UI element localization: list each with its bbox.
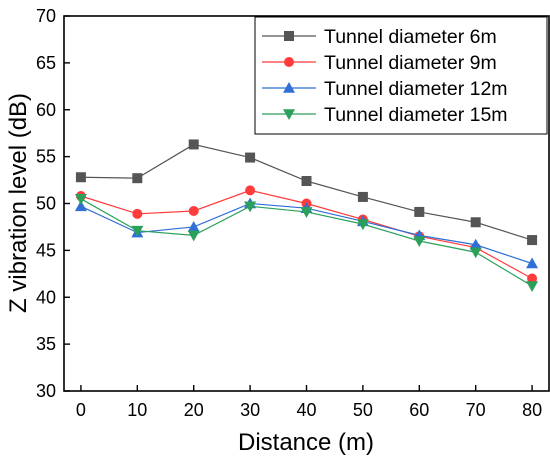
data-point (526, 281, 539, 292)
y-tick-label: 55 (36, 147, 56, 167)
data-point (245, 185, 256, 196)
data-point (527, 235, 538, 246)
y-tick-label: 60 (36, 100, 56, 120)
x-tick-label: 30 (240, 400, 260, 420)
y-tick-label: 40 (36, 287, 56, 307)
data-point (470, 217, 481, 228)
data-point (131, 225, 144, 237)
data-point (357, 191, 368, 202)
series-group (74, 139, 539, 292)
y-tick-label: 45 (36, 240, 56, 260)
legend-item: Tunnel diameter 6m (262, 26, 497, 48)
legend-label: Tunnel diameter 12m (324, 78, 508, 100)
legend-item: Tunnel diameter 12m (262, 78, 508, 100)
y-tick-label: 50 (36, 194, 56, 214)
x-tick-label: 60 (409, 400, 429, 420)
legend-item: Tunnel diameter 15m (262, 104, 508, 126)
x-tick-label: 40 (296, 400, 316, 420)
data-point (188, 206, 199, 216)
series-2 (75, 185, 538, 284)
x-tick-label: 0 (76, 400, 86, 420)
series-line (80, 143, 533, 241)
data-point (187, 230, 200, 242)
data-point (526, 257, 539, 269)
data-point (187, 220, 200, 232)
data-point (132, 208, 143, 219)
legend-item: Tunnel diameter 9m (262, 52, 497, 74)
data-point (414, 206, 425, 217)
y-axis-label: Z vibration level (dB) (5, 93, 32, 313)
data-point (527, 273, 538, 284)
data-point (356, 219, 369, 231)
legend-label: Tunnel diameter 15m (324, 104, 508, 126)
data-point (301, 176, 312, 186)
x-tick-label: 70 (466, 400, 486, 420)
legend-marker (284, 57, 294, 67)
data-point (75, 172, 86, 183)
x-tick-label: 50 (353, 400, 373, 420)
x-tick-label: 10 (127, 400, 147, 420)
data-point (413, 236, 426, 247)
y-tick-label: 35 (36, 334, 56, 354)
legend: Tunnel diameter 6m Tunnel diameter 9m Tunn… (254, 16, 548, 135)
x-axis-label: Distance (m) (238, 429, 374, 456)
y-tick-label: 70 (36, 6, 56, 26)
data-point (132, 173, 143, 184)
x-axis-ticks: 0 10 20 30 40 50 60 70 80 (76, 385, 542, 420)
legend-label: Tunnel diameter 9m (324, 52, 497, 74)
series-4 (74, 194, 539, 292)
x-tick-label: 20 (184, 400, 204, 420)
data-point (244, 201, 257, 213)
legend-marker (283, 82, 295, 93)
y-tick-label: 65 (36, 53, 56, 73)
data-point (74, 194, 87, 205)
data-point (469, 247, 482, 259)
data-point (300, 207, 313, 218)
data-point (188, 139, 199, 150)
y-tick-label: 30 (36, 381, 56, 401)
series-1 (75, 139, 538, 246)
data-point (469, 238, 482, 250)
y-axis-ticks: 30 35 40 45 50 55 60 65 70 (36, 6, 70, 401)
legend-label: Tunnel diameter 6m (324, 26, 497, 48)
legend-marker (283, 109, 295, 120)
x-tick-label: 80 (522, 400, 542, 420)
data-point (245, 152, 256, 163)
data-point (74, 200, 87, 212)
legend-marker (284, 31, 294, 41)
